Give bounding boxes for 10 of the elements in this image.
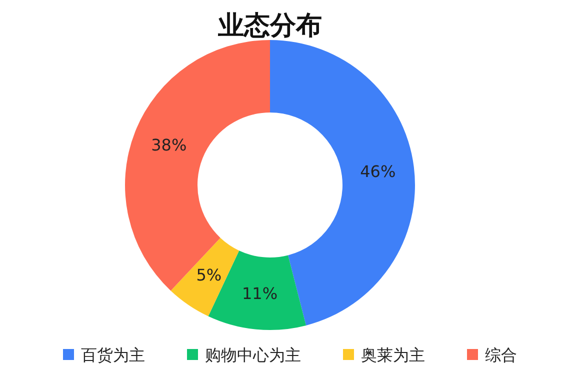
legend-label: 购物中心为主 <box>205 346 301 365</box>
legend-label: 奥莱为主 <box>361 346 425 365</box>
donut-slice <box>170 238 240 316</box>
legend-label: 综合 <box>485 346 517 365</box>
legend-label: 百货为主 <box>81 346 145 365</box>
data-label: 11% <box>242 284 278 303</box>
data-label: 5% <box>196 266 222 285</box>
data-label: 46% <box>360 162 396 181</box>
data-label: 38% <box>151 136 187 155</box>
chart-title: 业态分布 <box>217 11 322 41</box>
